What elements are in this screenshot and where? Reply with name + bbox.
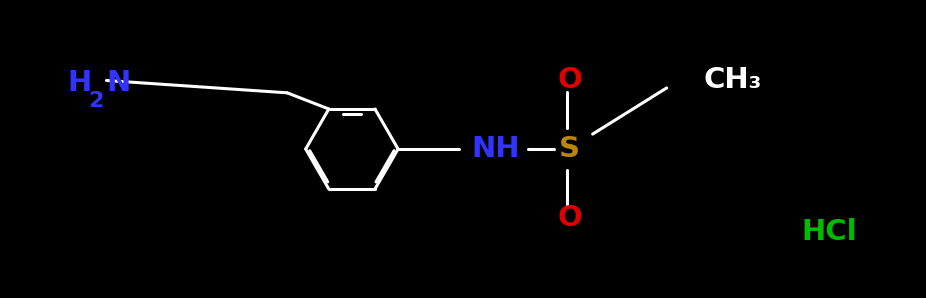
Text: S: S xyxy=(559,135,580,163)
Text: O: O xyxy=(557,204,582,232)
Text: NH: NH xyxy=(471,135,519,163)
Text: HCl: HCl xyxy=(801,218,857,246)
Text: 2: 2 xyxy=(88,91,104,111)
Text: CH₃: CH₃ xyxy=(704,66,762,94)
Text: N: N xyxy=(106,69,131,97)
Text: O: O xyxy=(557,66,582,94)
Text: H: H xyxy=(68,69,92,97)
